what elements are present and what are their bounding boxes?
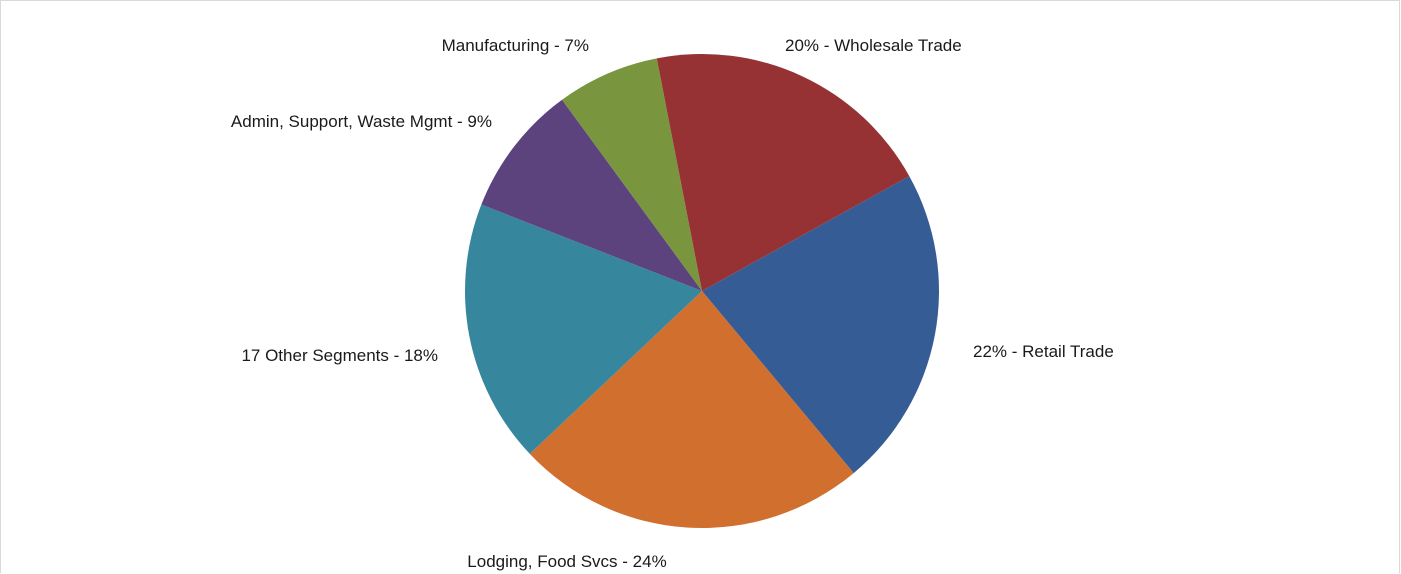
slice-label: Lodging, Food Svcs - 24% bbox=[467, 552, 666, 571]
slice-label: 17 Other Segments - 18% bbox=[241, 346, 438, 365]
pie-slices bbox=[465, 54, 939, 528]
slice-label: 22% - Retail Trade bbox=[973, 342, 1114, 361]
slice-label: Admin, Support, Waste Mgmt - 9% bbox=[231, 112, 492, 131]
slice-label: 20% - Wholesale Trade bbox=[785, 36, 962, 55]
slice-label: Manufacturing - 7% bbox=[442, 36, 589, 55]
